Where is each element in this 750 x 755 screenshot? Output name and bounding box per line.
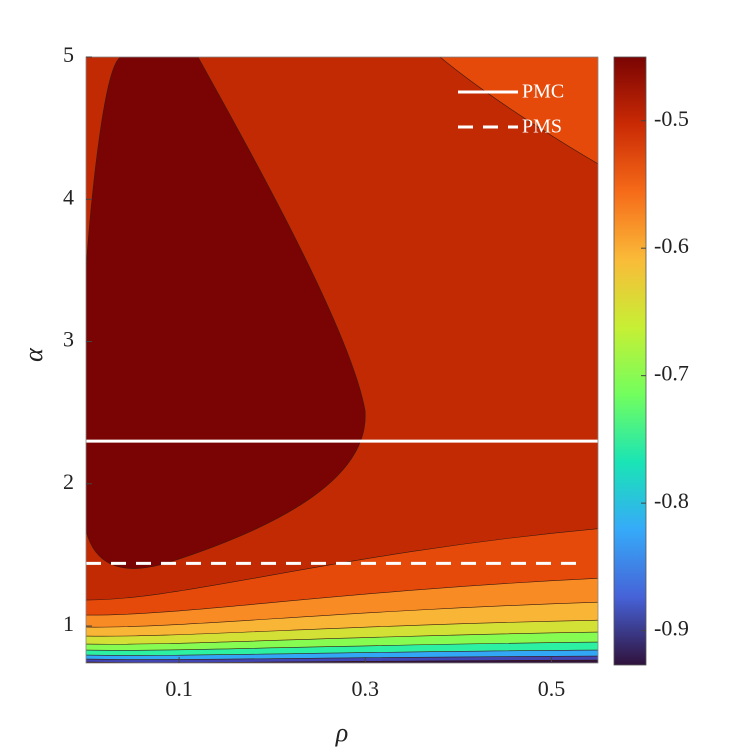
colorbar-tick-label: -0.8 [654, 488, 689, 513]
plot-area [86, 57, 598, 663]
y-tick-label: 4 [63, 184, 74, 209]
x-tick-label: 0.1 [165, 676, 193, 701]
colorbar-tick-label: -0.9 [654, 616, 689, 641]
x-axis-label: ρ [335, 718, 348, 747]
x-tick-label: 0.5 [538, 676, 566, 701]
colorbar-tick-label: -0.5 [654, 106, 689, 131]
contour-region [439, 57, 598, 165]
y-axis-label: α [19, 347, 48, 362]
contour-region [86, 659, 598, 663]
contour-region [522, 662, 598, 663]
y-tick-label: 2 [63, 469, 74, 494]
y-tick-label: 1 [63, 611, 74, 636]
colorbar-tick-label: -0.6 [654, 233, 689, 258]
y-tick-label: 3 [63, 327, 74, 352]
legend-label: PMS [522, 116, 562, 138]
colorbar-tick-label: -0.7 [654, 361, 689, 386]
y-tick-label: 5 [63, 42, 74, 67]
legend-label: PMC [522, 81, 564, 103]
colorbar [613, 56, 647, 666]
x-tick-label: 0.3 [352, 676, 380, 701]
axes-frame [85, 56, 599, 664]
